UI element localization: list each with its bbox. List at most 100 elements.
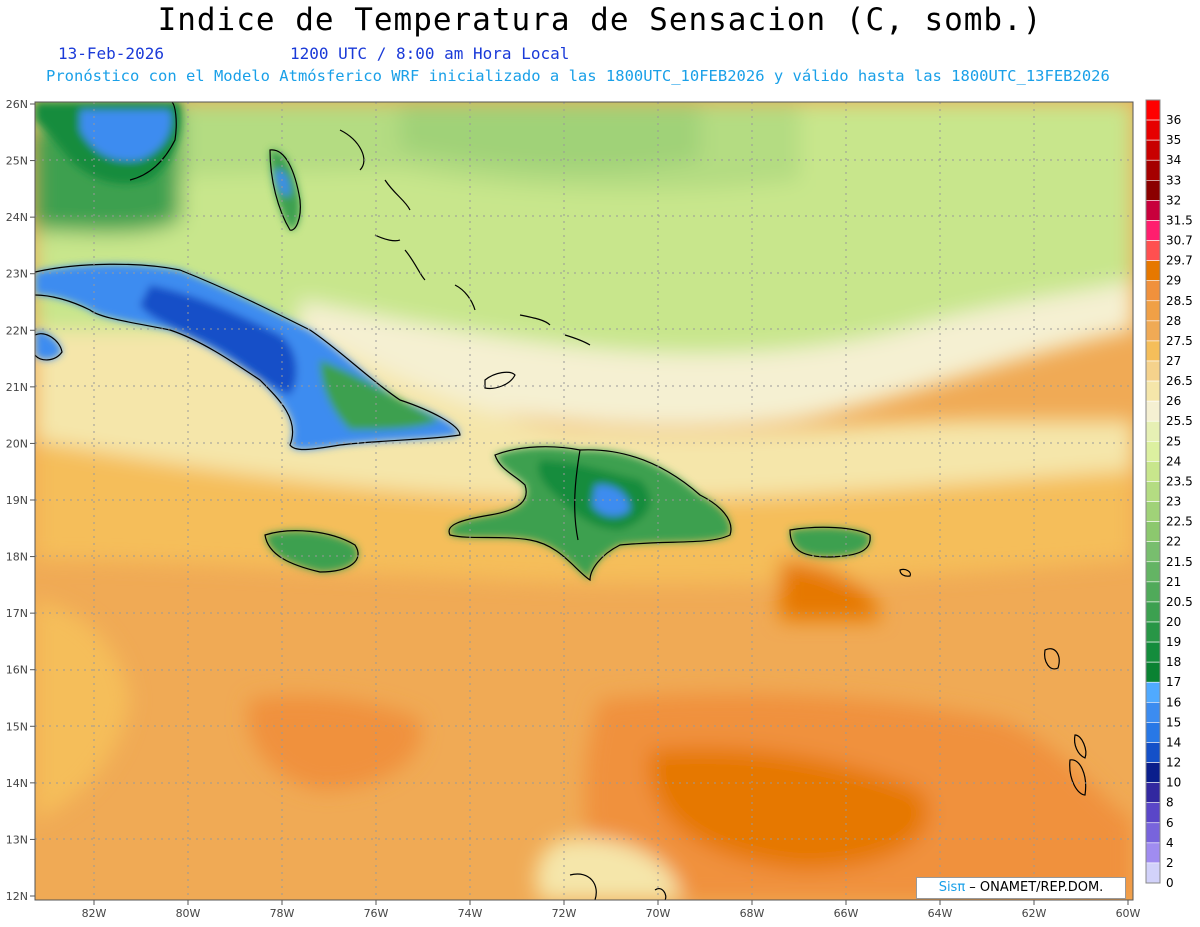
lon-label: 62W [1022, 907, 1047, 920]
lat-label: 17N [6, 607, 28, 620]
lat-label: 18N [6, 551, 28, 564]
lon-label: 74W [458, 907, 483, 920]
gridlines [35, 102, 1133, 900]
colorbar-frame [1145, 99, 1161, 884]
colorbar-label: 17 [1166, 675, 1181, 689]
lat-label: 26N [6, 98, 28, 111]
lon-label: 82W [82, 907, 107, 920]
colorbar-swatch [1145, 99, 1161, 121]
lat-label: 24N [6, 211, 28, 224]
colorbar-swatch [1145, 420, 1161, 442]
colorbar-label: 35 [1166, 133, 1181, 147]
lat-label: 20N [6, 437, 28, 450]
colorbar-swatch [1145, 340, 1161, 362]
colorbar-label: 28 [1166, 314, 1181, 328]
colorbar-label: 27 [1166, 354, 1181, 368]
colorbar-swatch [1145, 240, 1161, 261]
colorbar-swatch [1145, 561, 1161, 583]
colorbar-swatch [1145, 501, 1161, 522]
colorbar-swatch [1145, 139, 1161, 161]
colorbar-label: 10 [1166, 776, 1181, 790]
forecast-time: 1200 UTC / 8:00 am Hora Local [290, 44, 570, 63]
colorbar-swatch [1145, 621, 1161, 643]
colorbar-swatch [1145, 280, 1161, 302]
colorbar-label: 22 [1166, 535, 1181, 549]
colorbar: 363534333231.530.729.72928.52827.52726.5… [1145, 99, 1193, 890]
colorbar-swatch [1145, 200, 1161, 221]
colorbar-swatch [1145, 300, 1161, 322]
colorbar-label: 22.5 [1166, 515, 1193, 529]
colorbar-swatch [1145, 180, 1161, 201]
lat-label: 21N [6, 381, 28, 394]
colorbar-label: 36 [1166, 113, 1181, 127]
colorbar-label: 16 [1166, 695, 1181, 709]
lon-label: 72W [552, 907, 577, 920]
colorbar-swatch [1145, 802, 1161, 824]
lat-label: 14N [6, 777, 28, 790]
lon-label: 80W [176, 907, 201, 920]
colorbar-swatch [1145, 641, 1161, 663]
lat-label: 22N [6, 324, 28, 337]
colorbar-label: 19 [1166, 635, 1181, 649]
credit-text: – ONAMET/REP.DOM. [965, 880, 1104, 895]
colorbar-swatch [1145, 702, 1161, 723]
colorbar-label: 26 [1166, 394, 1181, 408]
colorbar-label: 32 [1166, 193, 1181, 207]
colorbar-label: 23 [1166, 495, 1181, 509]
colorbar-swatch [1145, 661, 1161, 683]
colorbar-swatch [1145, 119, 1161, 141]
lat-label: 16N [6, 664, 28, 677]
colorbar-label: 6 [1166, 816, 1174, 830]
colorbar-label: 27.5 [1166, 334, 1193, 348]
colorbar-swatch [1145, 260, 1161, 281]
colorbar-swatch [1145, 481, 1161, 502]
lon-label: 68W [740, 907, 765, 920]
colorbar-swatch [1145, 441, 1161, 462]
colorbar-label: 8 [1166, 796, 1174, 810]
colorbar-swatch [1145, 541, 1161, 563]
colorbar-swatch [1145, 159, 1161, 181]
colorbar-swatch [1145, 360, 1161, 382]
colorbar-label: 18 [1166, 655, 1181, 669]
colorbar-label: 33 [1166, 173, 1181, 187]
longitude-axis: 82W 80W 78W 76W 74W 72W 70W 68W 66W 64W 62W 60W [82, 900, 1141, 920]
lat-label: 25N [6, 155, 28, 168]
colorbar-swatch [1145, 380, 1161, 402]
colorbar-swatch [1145, 762, 1161, 783]
colorbar-swatch [1145, 681, 1161, 703]
colorbar-swatch [1145, 742, 1161, 763]
model-info: Pronóstico con el Modelo Atmósferico WRF… [46, 67, 1110, 85]
lon-label: 66W [834, 907, 859, 920]
colorbar-label: 28.5 [1166, 294, 1193, 308]
colorbar-label: 29.7 [1166, 254, 1193, 268]
forecast-date: 13-Feb-2026 [58, 44, 164, 63]
colorbar-label: 20.5 [1166, 595, 1193, 609]
colorbar-label: 25 [1166, 434, 1181, 448]
colorbar-label: 23.5 [1166, 474, 1193, 488]
lon-label: 60W [1116, 907, 1141, 920]
colorbar-swatch [1145, 220, 1161, 241]
colorbar-label: 26.5 [1166, 374, 1193, 388]
colorbar-swatch [1145, 320, 1161, 342]
colorbar-label: 20 [1166, 615, 1181, 629]
latitude-axis: 26N 25N 24N 23N 22N 21N 20N 19N 18N 17N 16N 15N 14N 1… [6, 98, 35, 903]
colorbar-label: 34 [1166, 153, 1181, 167]
colorbar-label: 0 [1166, 876, 1174, 890]
lat-label: 23N [6, 268, 28, 281]
colorbar-swatch [1145, 842, 1161, 864]
lat-label: 13N [6, 833, 28, 846]
colorbar-swatch [1145, 782, 1161, 803]
colorbar-swatch [1145, 822, 1161, 844]
lat-label: 19N [6, 494, 28, 507]
colorbar-label: 21.5 [1166, 555, 1193, 569]
colorbar-swatch [1145, 461, 1161, 482]
plot-frame [34, 101, 1134, 901]
lat-label: 15N [6, 720, 28, 733]
colorbar-label: 15 [1166, 715, 1181, 729]
colorbar-label: 30.7 [1166, 234, 1193, 248]
map-title: Indice de Temperatura de Sensacion (C, s… [157, 2, 1043, 38]
lon-label: 70W [646, 907, 671, 920]
colorbar-label: 2 [1166, 856, 1174, 870]
colorbar-swatch [1145, 862, 1161, 884]
